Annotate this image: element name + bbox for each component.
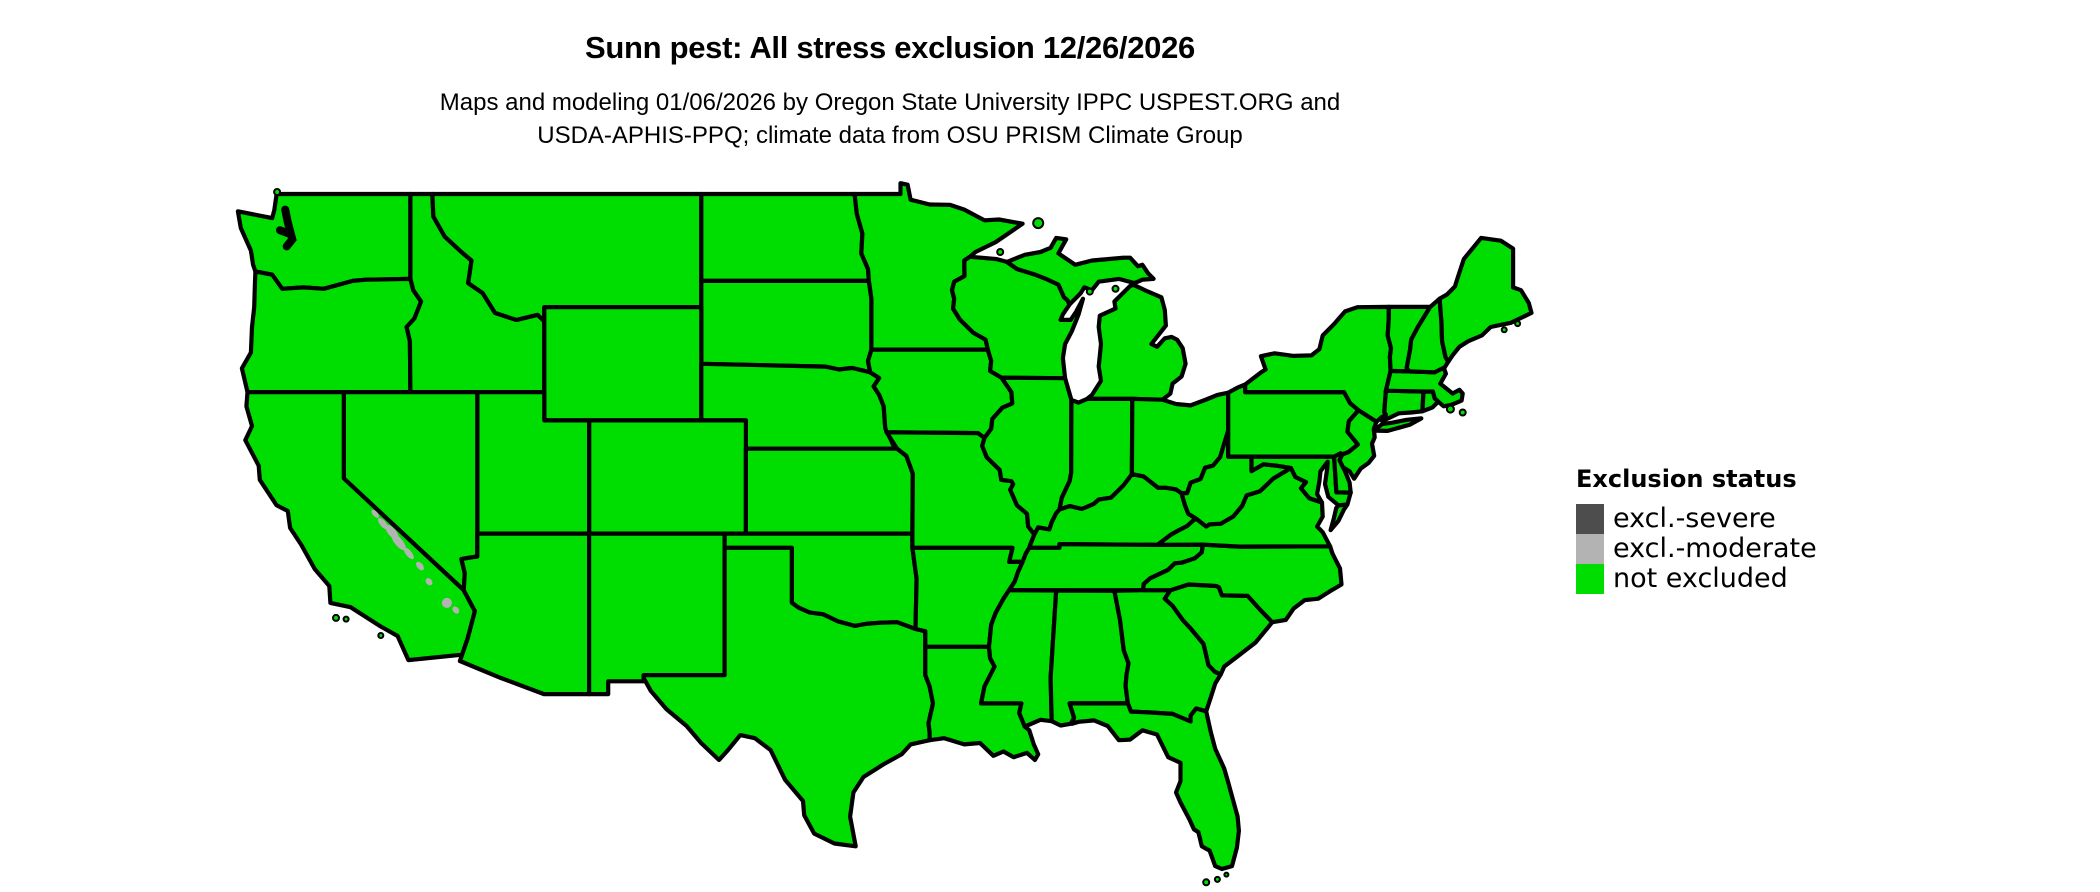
island-dot [1111,284,1120,293]
island-dot [1445,404,1455,414]
state-north-dakota [699,191,871,283]
island-dot [996,248,1005,256]
island-dot [1500,326,1508,334]
island-dot [1032,217,1045,230]
legend-item-moderate: excl.-moderate [1576,534,1817,564]
moderate-speck [416,561,424,571]
state-north-carolina [1141,542,1344,625]
moderate-speck [403,547,414,560]
state-kansas [743,446,915,536]
state-connecticut [1380,388,1426,424]
state-michigan-up [1004,235,1156,307]
state-maryland [1249,454,1353,508]
legend-item-severe: excl.-severe [1576,504,1817,534]
state-maine [1437,235,1534,364]
state-texas [641,545,936,849]
moderate-exclusion-specks [371,509,460,614]
state-michigan [1085,282,1188,402]
moderate-speck [425,578,433,586]
state-new-jersey [1337,408,1379,481]
states-layer [235,181,1534,872]
puget-sound-inlet [276,205,297,251]
moderate-speck [371,509,379,518]
island-dot [1213,875,1221,883]
moderate-speck [452,606,460,614]
subtitle: Maps and modeling 01/06/2026 by Oregon S… [440,86,1340,152]
island-dot [1458,408,1467,417]
island-dot [332,613,340,622]
legend-swatch-moderate-icon [1576,534,1604,564]
state-wyoming [542,305,704,423]
state-colorado [587,418,748,536]
state-pennsylvania [1226,382,1361,459]
legend-label-not-excluded: not excluded [1613,563,1788,594]
island-dot [273,188,282,196]
legend-swatch-not-excluded-icon [1576,564,1604,594]
island-dot [342,615,350,623]
state-arizona [457,531,592,697]
moderate-speck [441,597,452,608]
island-dot [1202,878,1211,887]
legend: Exclusion status excl.-severe excl.-mode… [1576,466,1817,594]
legend-swatch-severe-icon [1576,504,1604,534]
page-title: Sunn pest: All stress exclusion 12/26/20… [585,30,1195,65]
legend-label-moderate: excl.-moderate [1613,533,1817,564]
subtitle-line2: USDA-APHIS-PPQ; climate data from OSU PR… [537,122,1243,149]
state-south-dakota [699,278,874,375]
island-dot [1514,320,1522,328]
island-dot [1223,871,1230,878]
state-new-mexico [587,531,727,697]
state-oregon [239,269,424,395]
island-dot [1085,287,1094,296]
legend-item-not-excluded: not excluded [1576,564,1817,594]
state-florida [1067,701,1241,872]
legend-label-severe: excl.-severe [1613,503,1776,534]
moderate-speck [391,534,406,551]
subtitle-line1: Maps and modeling 01/06/2026 by Oregon S… [439,89,1341,116]
island-dot [377,632,385,639]
islands-layer [273,188,1522,887]
legend-title: Exclusion status [1576,465,1797,493]
